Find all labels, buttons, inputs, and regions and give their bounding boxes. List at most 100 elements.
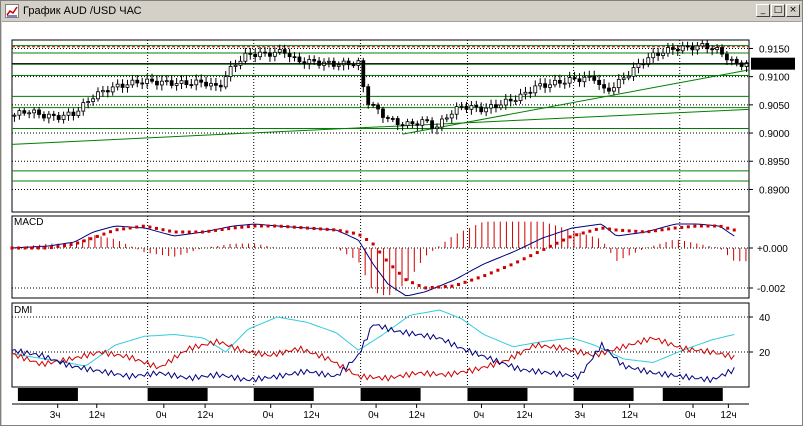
macd-signal-dot <box>187 230 191 234</box>
candle-body <box>680 45 685 52</box>
candle-body <box>430 120 434 130</box>
candle-body <box>282 49 287 54</box>
candle-body <box>602 84 606 89</box>
macd-signal-dot <box>76 241 80 245</box>
price-candle <box>405 118 410 129</box>
candle-body <box>327 60 331 63</box>
candle-body <box>376 104 380 110</box>
price-candle <box>120 79 125 93</box>
date-label: 24.3.2014 <box>579 390 624 401</box>
candle-body <box>494 104 498 109</box>
price-candle <box>459 102 464 111</box>
price-candle <box>96 87 100 102</box>
candle-body <box>582 76 587 83</box>
candle-body <box>616 79 621 89</box>
price-candle <box>140 77 145 90</box>
candle-body <box>518 93 523 102</box>
price-candle <box>125 79 130 93</box>
candle-body <box>46 113 51 119</box>
price-candle <box>484 103 489 117</box>
candle-body <box>464 105 469 110</box>
price-candle <box>189 78 194 89</box>
price-candle <box>670 43 675 55</box>
price-candle <box>233 59 238 73</box>
date-label: 20.3.2014 <box>366 390 411 401</box>
date-label: 18.3.2014 <box>153 390 198 401</box>
macd-signal-dot <box>214 228 218 232</box>
price-axis-label: 0.8950 <box>759 157 790 168</box>
candle-body <box>548 84 552 88</box>
candle-body <box>145 78 150 84</box>
macd-signal-dot <box>207 229 211 233</box>
price-candle <box>597 74 602 90</box>
chart-canvas-area[interactable]: 0.9150 0.9100 0.9050 0.9000 0.8950 0.8900 0.91… <box>2 22 802 425</box>
macd-signal-dot <box>365 238 369 242</box>
price-candle <box>155 75 159 90</box>
candle-body <box>115 83 120 88</box>
candle-body <box>611 87 616 92</box>
price-candle <box>351 61 356 68</box>
macd-signal-dot <box>312 226 316 230</box>
title-bar[interactable]: График AUD /USD ЧАС _ □ × <box>2 2 801 22</box>
price-candle <box>518 88 523 104</box>
maximize-button[interactable]: □ <box>771 4 785 17</box>
price-candle <box>435 123 439 135</box>
candle-body <box>135 79 140 84</box>
macd-signal-dot <box>253 224 257 228</box>
candle-body <box>425 119 430 122</box>
price-candle <box>145 73 150 89</box>
dmi-axis-label: 20 <box>759 348 771 359</box>
candle-body <box>435 126 439 130</box>
candle-body <box>440 118 444 128</box>
price-candle <box>17 108 22 120</box>
macd-signal-dot <box>89 237 93 241</box>
macd-signal-dot <box>562 238 566 242</box>
macd-signal-dot <box>122 227 126 231</box>
macd-signal-dot <box>305 226 309 230</box>
macd-signal-dot <box>266 224 270 228</box>
price-axis-label: 0.9050 <box>759 101 790 112</box>
candle-body <box>666 47 670 54</box>
price-candle <box>66 108 71 121</box>
macd-signal-dot <box>371 242 375 246</box>
price-candle <box>651 48 656 63</box>
hour-label: 12ч <box>89 410 105 421</box>
candle-body <box>42 114 46 119</box>
price-candle <box>12 112 17 122</box>
price-candle <box>587 70 592 82</box>
macd-signal-dot <box>17 246 21 250</box>
price-candle <box>739 60 744 71</box>
macd-signal-dot <box>634 229 638 233</box>
price-candle <box>666 43 670 57</box>
price-candle <box>253 49 258 63</box>
price-candle <box>449 110 454 124</box>
hour-label: 12ч <box>409 410 425 421</box>
candle-body <box>130 79 135 86</box>
close-button[interactable]: × <box>786 4 800 17</box>
price-candle <box>415 120 420 131</box>
price-candle <box>543 78 547 93</box>
macd-signal-dot <box>693 224 697 228</box>
macd-signal-dot <box>279 224 283 228</box>
hour-label: 12ч <box>720 410 736 421</box>
macd-signal-dot <box>273 224 277 228</box>
price-candle <box>562 77 567 89</box>
candle-body <box>390 118 395 120</box>
candle-body <box>76 110 81 117</box>
macd-signal-dot <box>49 246 53 250</box>
candle-body <box>724 53 729 61</box>
macd-signal-dot <box>614 228 618 232</box>
macd-signal-dot <box>82 239 86 243</box>
price-candle <box>272 47 277 62</box>
price-candle <box>61 111 66 124</box>
price-candle <box>513 95 518 105</box>
price-candle <box>336 61 341 71</box>
price-axis-label: 0.9150 <box>759 44 790 55</box>
chart-svg[interactable]: 0.9150 0.9100 0.9050 0.9000 0.8950 0.8900 0.91… <box>2 22 802 425</box>
price-candle <box>700 39 705 49</box>
price-candle <box>656 48 661 61</box>
price-candle <box>567 71 572 88</box>
price-candle <box>51 110 56 121</box>
candle-body <box>538 83 543 87</box>
minimize-button[interactable]: _ <box>756 4 770 17</box>
